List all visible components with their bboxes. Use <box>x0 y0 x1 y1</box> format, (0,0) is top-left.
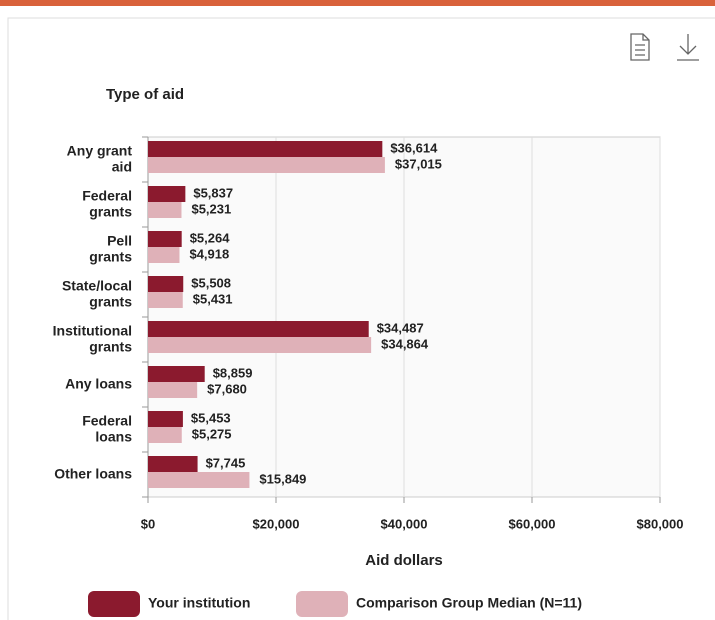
y-tick-line: State/local <box>62 277 132 293</box>
x-tick-label: $40,000 <box>381 516 428 531</box>
bar <box>148 366 205 382</box>
value-label: $15,849 <box>259 471 306 486</box>
chart-title: Type of aid <box>106 86 184 103</box>
top-bar <box>0 0 715 6</box>
document-icon[interactable] <box>630 33 650 61</box>
value-label: $34,864 <box>381 336 429 351</box>
y-tick-line: loans <box>95 428 132 444</box>
bar <box>148 472 250 488</box>
legend-swatch <box>88 591 140 617</box>
value-label: $8,859 <box>213 365 253 380</box>
y-tick-line: Any loans <box>65 375 132 391</box>
y-tick-label: Other loans <box>54 465 132 481</box>
x-tick-label: $60,000 <box>509 516 556 531</box>
y-tick-line: Any grant <box>67 142 133 158</box>
bar <box>148 411 183 427</box>
download-icon[interactable] <box>677 34 699 61</box>
bar <box>148 186 186 202</box>
value-label: $5,275 <box>192 426 232 441</box>
bar <box>148 382 198 398</box>
y-tick-label: Pell grants <box>89 232 132 264</box>
value-label: $7,680 <box>207 381 247 396</box>
y-tick-label: Any grant aid <box>67 142 133 174</box>
x-tick-label: $80,000 <box>637 516 684 531</box>
y-tick-label: State/local grants <box>62 277 132 309</box>
value-label: $5,453 <box>191 410 231 425</box>
value-label: $34,487 <box>377 320 424 335</box>
value-label: $5,837 <box>193 185 233 200</box>
bar <box>148 427 182 443</box>
bar <box>148 247 180 263</box>
x-axis-label: Aid dollars <box>365 552 443 569</box>
bar <box>148 202 182 218</box>
value-label: $5,508 <box>191 275 231 290</box>
y-tick-line: grants <box>89 293 132 309</box>
value-label: $36,614 <box>390 140 438 155</box>
bar <box>148 276 184 292</box>
y-tick-line: Federal <box>82 412 132 428</box>
x-tick-label: $0 <box>141 516 155 531</box>
y-tick-label: Federal loans <box>82 412 132 444</box>
y-tick-line: grants <box>89 203 132 219</box>
bar <box>148 157 385 173</box>
y-tick-line: grants <box>89 338 132 354</box>
legend-label: Your institution <box>148 595 250 611</box>
y-tick-line: Institutional <box>53 322 132 338</box>
bar <box>148 292 183 308</box>
value-label: $5,431 <box>193 291 233 306</box>
bar <box>148 141 383 157</box>
value-label: $7,745 <box>206 455 246 470</box>
bar <box>148 456 198 472</box>
y-tick-line: Pell <box>107 232 132 248</box>
value-label: $37,015 <box>395 156 442 171</box>
y-tick-line: Other loans <box>54 465 132 481</box>
y-tick-line: grants <box>89 248 132 264</box>
value-label: $4,918 <box>189 246 229 261</box>
legend-swatch <box>296 591 348 617</box>
value-label: $5,264 <box>190 230 231 245</box>
y-tick-label: Any loans <box>65 375 132 391</box>
x-tick-label: $20,000 <box>253 516 300 531</box>
legend-label: Comparison Group Median (N=11) <box>356 595 582 611</box>
y-tick-label: Institutional grants <box>53 322 133 354</box>
value-label: $5,231 <box>191 201 231 216</box>
bar <box>148 321 369 337</box>
y-tick-line: aid <box>112 158 132 174</box>
bar <box>148 337 372 353</box>
bar <box>148 231 182 247</box>
y-tick-label: Federal grants <box>82 187 132 219</box>
y-tick-line: Federal <box>82 187 132 203</box>
